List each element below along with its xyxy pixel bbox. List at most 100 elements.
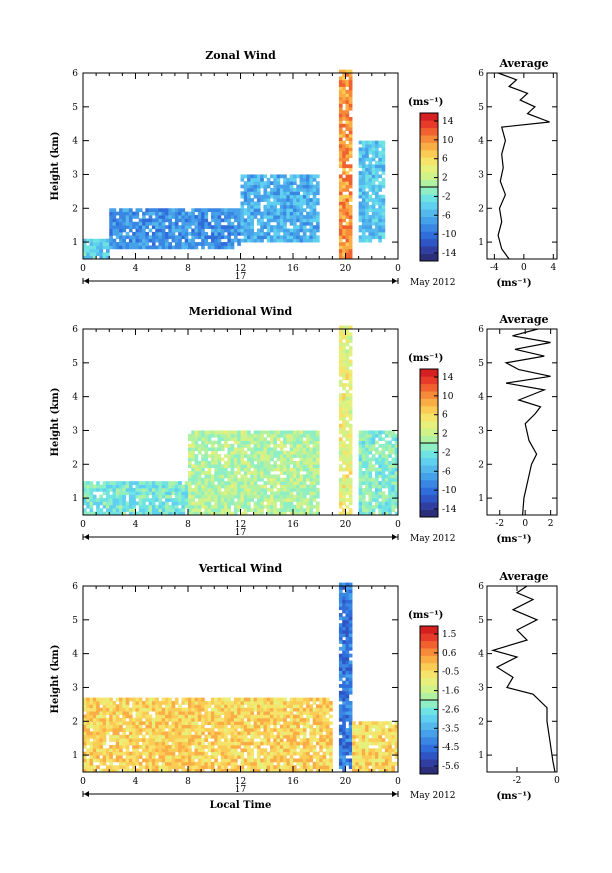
heatmap-cell — [342, 359, 346, 364]
heatmap-cell — [315, 721, 320, 726]
heatmap-cell — [312, 734, 317, 739]
heatmap-cell — [348, 690, 353, 695]
heatmap-cell — [201, 457, 205, 462]
heatmap-cell — [345, 673, 350, 678]
heatmap-cell — [342, 177, 346, 182]
heatmap-cell — [89, 238, 94, 243]
profile-x-tick-label: 4 — [550, 263, 556, 273]
heatmap-cell — [342, 768, 346, 773]
heatmap-cell — [151, 768, 156, 773]
heatmap-cell — [197, 714, 202, 719]
heatmap-cell — [348, 89, 353, 94]
heatmap-cell — [96, 242, 100, 246]
heatmap-cell — [345, 758, 350, 763]
heatmap-cell — [220, 447, 225, 452]
heatmap-cell — [256, 208, 261, 213]
heatmap-cell — [289, 707, 294, 712]
heatmap-cell — [247, 707, 251, 712]
heatmap-cell — [345, 623, 350, 627]
heatmap-cell — [302, 748, 307, 753]
y-tick-label: 5 — [72, 359, 78, 369]
heatmap-cell — [322, 697, 327, 702]
heatmap-cell — [266, 751, 271, 756]
heatmap-cell — [348, 498, 353, 502]
heatmap-cell — [168, 768, 172, 773]
heatmap-cell — [279, 738, 284, 742]
heatmap-cell — [220, 225, 225, 229]
heatmap-cell — [99, 248, 104, 253]
heatmap-cell — [112, 508, 117, 513]
heatmap-cell — [391, 484, 396, 489]
heatmap-cell — [224, 491, 228, 496]
heatmap-cell — [368, 147, 373, 152]
heatmap-cell — [197, 755, 202, 759]
heatmap-cell — [315, 704, 320, 709]
heatmap-cell — [197, 474, 202, 479]
heatmap-cell — [197, 511, 202, 516]
heatmap-cell — [286, 184, 291, 189]
heatmap-cell — [158, 511, 163, 516]
heatmap-cell — [276, 221, 281, 226]
heatmap-cell — [293, 198, 297, 202]
heatmap-cell — [119, 711, 123, 715]
heatmap-cell — [361, 471, 366, 475]
heatmap-cell — [394, 481, 399, 485]
heatmap-cell — [128, 697, 133, 702]
heatmap-cell — [338, 147, 343, 152]
heatmap-cell — [250, 208, 255, 213]
heatmap-cell — [237, 215, 241, 219]
heatmap-cell — [338, 218, 343, 223]
heatmap-cell — [338, 467, 343, 472]
heatmap-cell — [233, 501, 238, 506]
heatmap-cell — [289, 755, 294, 759]
heatmap-cell — [191, 494, 195, 499]
heatmap-cell — [224, 721, 228, 726]
heatmap-cell — [194, 457, 199, 462]
heatmap-cell — [92, 744, 97, 749]
heatmap-cell — [168, 208, 172, 213]
heatmap-cell — [342, 501, 346, 506]
heatmap-cell — [348, 362, 353, 367]
heatmap-cell — [338, 400, 343, 404]
heatmap-cell — [345, 457, 350, 462]
heatmap-cell — [132, 211, 136, 216]
heatmap-cell — [263, 447, 268, 452]
heatmap-cell — [230, 231, 235, 236]
heatmap-cell — [322, 765, 327, 770]
heatmap-cell — [263, 717, 268, 722]
heatmap-cell — [381, 215, 386, 219]
heatmap-cell — [250, 225, 255, 229]
heatmap-cell — [115, 731, 120, 736]
heatmap-cell — [381, 484, 386, 489]
heatmap-cell — [371, 484, 376, 489]
heatmap-cell — [243, 697, 248, 702]
heatmap-cell — [371, 150, 376, 155]
heatmap-cell — [86, 711, 90, 715]
heatmap-cell — [188, 433, 192, 438]
heatmap-cell — [240, 177, 245, 182]
heatmap-cell — [375, 484, 379, 489]
heatmap-cell — [99, 738, 104, 742]
heatmap-cell — [99, 245, 104, 250]
heatmap-cell — [391, 474, 396, 479]
heatmap-cell — [148, 707, 153, 712]
heatmap-cell — [181, 697, 186, 702]
heatmap-cell — [338, 416, 343, 421]
heatmap-cell — [151, 744, 156, 749]
heatmap-cell — [260, 454, 264, 458]
heatmap-cell — [358, 744, 363, 749]
heatmap-cell — [342, 633, 346, 638]
heatmap-cell — [161, 508, 166, 513]
heatmap-cell — [309, 198, 314, 202]
heatmap-cell — [237, 211, 241, 216]
heatmap-cell — [194, 755, 199, 759]
heatmap-cell — [293, 450, 297, 455]
heatmap-cell — [279, 731, 284, 736]
heatmap-cell — [142, 511, 146, 516]
heatmap-cell — [375, 150, 379, 155]
heatmap-cell — [256, 697, 261, 702]
heatmap-cell — [286, 215, 291, 219]
heatmap-cell — [165, 724, 169, 729]
profile-x-tick-label: -4 — [490, 263, 499, 273]
heatmap-cell — [191, 758, 195, 763]
